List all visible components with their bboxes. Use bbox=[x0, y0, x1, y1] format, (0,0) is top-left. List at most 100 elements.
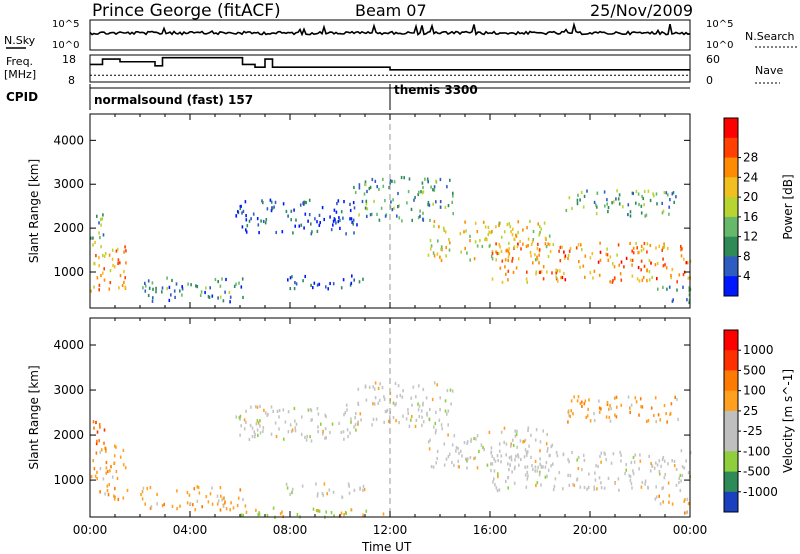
velocity-echo-cell bbox=[311, 418, 313, 422]
velocity-echo-cell bbox=[294, 426, 296, 430]
velocity-echo-cell bbox=[266, 514, 269, 518]
velocity-echo-cell bbox=[687, 502, 690, 506]
power-echo-cell bbox=[340, 286, 343, 290]
power-echo-cell bbox=[313, 281, 316, 285]
velocity-echo-cell bbox=[441, 427, 443, 431]
power-echo-cell bbox=[538, 261, 540, 265]
power-echo-cell bbox=[340, 210, 343, 214]
power-echo-cell bbox=[598, 273, 601, 277]
power-echo-cell bbox=[643, 203, 645, 207]
velocity-echo-cell bbox=[245, 420, 247, 424]
power-echo-cell bbox=[349, 208, 352, 213]
power-echo-cell bbox=[118, 286, 120, 290]
power-echo-cell bbox=[575, 246, 578, 250]
velocity-echo-cell bbox=[496, 454, 499, 458]
velocity-echo-cell bbox=[354, 416, 356, 420]
power-echo-cell bbox=[680, 244, 682, 249]
power-echo-cell bbox=[620, 260, 623, 264]
velocity-echo-cell bbox=[618, 488, 620, 492]
velocity-echo-cell bbox=[593, 487, 596, 491]
power-echo-cell bbox=[491, 250, 494, 254]
power-echo-cell bbox=[491, 229, 493, 234]
power-echo-cell bbox=[466, 251, 468, 255]
velocity-echo-cell bbox=[296, 512, 299, 517]
power-echo-cell bbox=[312, 286, 314, 290]
velocity-echo-cell bbox=[498, 488, 501, 492]
velocity-echo-cell bbox=[186, 501, 189, 505]
power-echo-cell bbox=[382, 177, 384, 181]
velocity-echo-cell bbox=[525, 453, 528, 457]
power-echo-cell bbox=[663, 242, 665, 246]
velocity-echo-cell bbox=[103, 441, 105, 445]
velocity-echo-cell bbox=[301, 484, 304, 488]
velocity-echo-cell bbox=[239, 488, 242, 492]
power-echo-cell bbox=[207, 295, 210, 299]
velocity-echo-cell bbox=[207, 500, 210, 504]
velocity-echo-cell bbox=[357, 420, 359, 424]
power-echo-cell bbox=[429, 247, 432, 251]
power-echo-cell bbox=[499, 221, 501, 225]
velocity-echo-cell bbox=[594, 471, 596, 475]
power-echo-cell bbox=[219, 295, 222, 299]
velocity-echo-cell bbox=[220, 494, 222, 498]
velocity-echo-cell bbox=[466, 466, 468, 470]
velocity-echo-cell bbox=[677, 417, 679, 421]
power-echo-region bbox=[565, 189, 677, 218]
noise-left-tick-top: 10^5 bbox=[52, 19, 79, 30]
power-echo-cell bbox=[108, 287, 111, 291]
velocity-echo-cell bbox=[448, 452, 451, 456]
power-echo-cell bbox=[109, 281, 112, 285]
velocity-echo-cell bbox=[117, 497, 120, 502]
power-echo-cell bbox=[428, 203, 431, 207]
power-colorbar: 4 8 12 16 20 24 28 Power [dB] bbox=[723, 117, 795, 297]
power-echo-cell bbox=[108, 253, 111, 257]
power-panel: 1000 2000 3000 4000 Slant Range [km] bbox=[27, 113, 692, 309]
power-echo-cell bbox=[667, 193, 669, 197]
power-echo-cell bbox=[508, 222, 511, 226]
velocity-echo-cell bbox=[95, 442, 98, 446]
velocity-echo-cell bbox=[239, 414, 242, 418]
velocity-echo-cell bbox=[535, 483, 537, 488]
power-echo-cell bbox=[237, 210, 239, 214]
power-echo-cell bbox=[686, 261, 689, 265]
power-echo-cell bbox=[275, 230, 277, 235]
power-echo-cell bbox=[384, 214, 387, 218]
power-echo-cell bbox=[517, 257, 520, 261]
power-echo-cell bbox=[181, 285, 183, 289]
velocity-echo-region bbox=[235, 403, 357, 443]
power-echo-cell bbox=[542, 277, 545, 281]
power-echo-cell bbox=[532, 229, 535, 234]
power-echo-cell bbox=[542, 265, 545, 269]
power-echo-cell bbox=[125, 261, 127, 265]
velocity-echo-cell bbox=[435, 410, 437, 414]
noise-left-label: N.Sky bbox=[4, 34, 36, 47]
velocity-echo-cell bbox=[658, 470, 661, 474]
power-echo-cell bbox=[417, 192, 419, 197]
power-echo-cell bbox=[327, 287, 329, 291]
power-echo-cell bbox=[618, 202, 621, 206]
power-echo-cell bbox=[353, 185, 355, 190]
power-echo-cell bbox=[121, 283, 124, 288]
power-echo-cell bbox=[111, 248, 114, 252]
power-colorbar-band bbox=[724, 276, 738, 297]
power-colorbar-tick-label: 24 bbox=[743, 170, 758, 184]
velocity-colorbar-band bbox=[724, 410, 738, 432]
velocity-echo-cell bbox=[324, 413, 326, 417]
power-echo-cell bbox=[419, 214, 421, 218]
velocity-echo-cell bbox=[216, 494, 219, 498]
velocity-echo-cell bbox=[615, 395, 618, 399]
power-echo-cell bbox=[365, 199, 368, 203]
velocity-echo-cell bbox=[310, 418, 312, 422]
power-echo-cell bbox=[640, 259, 643, 263]
power-echo-cell bbox=[640, 249, 643, 253]
power-echo-cell bbox=[358, 280, 361, 284]
velocity-echo-cell bbox=[650, 461, 652, 466]
velocity-echo-cell bbox=[507, 476, 509, 480]
velocity-echo-cell bbox=[422, 403, 424, 407]
power-echo-cell bbox=[440, 247, 442, 251]
velocity-echo-cell bbox=[115, 445, 117, 449]
power-echo-cell bbox=[655, 246, 657, 250]
power-echo-cell bbox=[422, 211, 424, 215]
power-echo-cell bbox=[448, 237, 450, 242]
power-echo-cell bbox=[300, 223, 303, 227]
